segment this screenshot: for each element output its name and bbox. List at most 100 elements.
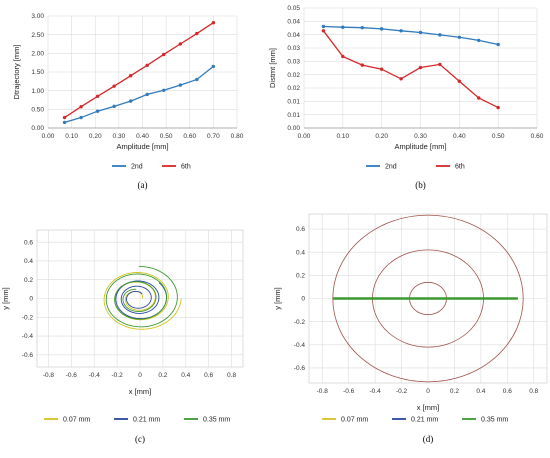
y-axis-label: y [mm] — [273, 287, 282, 310]
x-tick-label: 0.4 — [181, 372, 190, 379]
y-tick-label: 0.02 — [287, 85, 300, 92]
x-tick-label: 0.50 — [492, 133, 505, 140]
y-tick-label: -0.2 — [22, 314, 34, 321]
x-tick-label: -0.6 — [66, 372, 78, 379]
x-tick-label: -0.2 — [112, 372, 124, 379]
y-axis-label: Distmt [mm] — [268, 48, 277, 88]
data-point-2nd — [128, 99, 133, 103]
data-point-6th — [162, 52, 166, 57]
data-point-2nd — [162, 88, 166, 92]
plot-frame — [36, 229, 244, 368]
y-tick-label: 0.2 — [296, 273, 305, 280]
data-point-6th — [341, 54, 345, 59]
x-tick-label: 0.00 — [298, 133, 311, 140]
x-tick-label: -0.6 — [343, 388, 355, 395]
y-tick-label: 0.01 — [287, 99, 300, 106]
data-point-2nd — [496, 42, 500, 47]
data-point-6th — [477, 96, 481, 100]
y-tick-label: 0 — [301, 296, 305, 303]
data-point-2nd — [477, 38, 481, 43]
x-axis-label: Amplitude [mm] — [394, 142, 446, 151]
y-axis-label: y [mm] — [1, 287, 10, 310]
y-tick-label: 0.00 — [31, 125, 44, 132]
x-tick-label: 0.30 — [414, 133, 427, 140]
x-axis-label: x [mm] — [129, 387, 152, 396]
legend-label: 6th — [181, 164, 191, 171]
y-tick-label: 0.6 — [24, 239, 33, 246]
x-tick-label: -0.8 — [43, 372, 55, 379]
x-axis-label: Amplitude [mm] — [116, 142, 168, 151]
data-point-6th — [79, 105, 83, 109]
y-tick-label: 0.2 — [24, 277, 33, 284]
chart-1: 0.00 0.10 0.20 0.30 0.40 0.50 0.60 0.70 0.80 0.00… — [12, 13, 244, 190]
x-tick-label: -0.4 — [370, 388, 382, 395]
data-point-6th — [457, 79, 462, 83]
data-point-2nd — [321, 24, 326, 29]
x-tick-label: -0.4 — [89, 372, 101, 379]
chart-4: -0.8 -0.6 -0.4 -0.2 0 0.2 0.4 0.6 0.8 -0.6 -0.4 -0.… — [273, 213, 548, 444]
x-tick-label: 0.20 — [375, 133, 388, 140]
legend-label: 0.21 mm — [411, 417, 438, 424]
data-point-2nd — [145, 92, 149, 97]
legend-label: 6th — [455, 164, 465, 171]
x-tick-label: 0.70 — [207, 133, 220, 140]
y-tick-label: 0.01 — [287, 112, 300, 119]
y-tick-label: -0.2 — [294, 319, 306, 326]
x-tick-label: 0.4 — [476, 388, 485, 395]
legend-label: 0.35 mm — [481, 417, 508, 424]
series-line-0-21-mm — [115, 280, 167, 320]
x-tick-label: 0.40 — [453, 133, 466, 140]
y-tick-label: -0.4 — [294, 342, 306, 349]
data-point-2nd — [399, 29, 403, 33]
legend-label: 0.21 mm — [133, 417, 160, 424]
y-tick-label: 1.00 — [31, 88, 44, 95]
x-tick-label: 0.60 — [531, 133, 544, 140]
data-point-6th — [145, 63, 149, 67]
data-point-2nd — [360, 25, 364, 30]
chart-caption: (a) — [138, 180, 148, 190]
y-tick-label: -0.6 — [294, 365, 306, 372]
data-point-2nd — [178, 83, 182, 87]
x-tick-label: 0.10 — [337, 133, 350, 140]
data-point-2nd — [79, 115, 83, 120]
y-tick-label: 0.4 — [296, 249, 305, 256]
data-point-6th — [321, 29, 326, 33]
data-point-2nd — [379, 27, 384, 31]
legend-label: 2nd — [385, 164, 397, 171]
x-tick-label: 0.40 — [136, 133, 149, 140]
data-point-6th — [418, 65, 423, 70]
x-tick-label: -0.2 — [396, 388, 408, 395]
data-point-6th — [379, 67, 384, 71]
data-point-2nd — [195, 77, 199, 82]
x-tick-label: 0.8 — [529, 388, 538, 395]
x-tick-label: 0.20 — [89, 133, 102, 140]
x-tick-label: 0.2 — [450, 388, 459, 395]
chart-3: -0.8 -0.6 -0.4 -0.2 0 0.2 0.4 0.6 0.8 -0.6 -0.4 -0.… — [1, 229, 244, 444]
data-point-2nd — [95, 109, 100, 113]
plot-frame — [308, 213, 548, 384]
y-tick-label: 0.4 — [24, 258, 33, 265]
x-tick-label: 0.6 — [204, 372, 213, 379]
y-tick-label: 0.04 — [287, 19, 300, 26]
data-point-6th — [62, 115, 67, 120]
x-tick-label: 0.10 — [65, 133, 78, 140]
series-line-2nd — [323, 25, 499, 46]
series-line-2nd — [64, 65, 214, 124]
x-tick-label: 0.60 — [183, 133, 196, 140]
y-tick-label: 0.03 — [287, 45, 300, 52]
series-line-6th — [64, 22, 214, 119]
x-tick-label: 0.30 — [113, 133, 126, 140]
data-point-6th — [112, 84, 116, 88]
x-tick-label: 0.2 — [158, 372, 167, 379]
data-point-6th — [95, 94, 100, 98]
y-tick-label: -0.6 — [22, 352, 34, 359]
legend-label: 0.35 mm — [203, 417, 230, 424]
x-tick-label: 0.50 — [160, 133, 173, 140]
y-tick-label: 0 — [29, 296, 33, 303]
x-axis-label: x [mm] — [417, 403, 440, 412]
chart-caption: (d) — [423, 434, 434, 444]
data-point-2nd — [211, 64, 216, 69]
data-point-6th — [178, 42, 182, 46]
x-tick-label: 0.80 — [231, 133, 244, 140]
